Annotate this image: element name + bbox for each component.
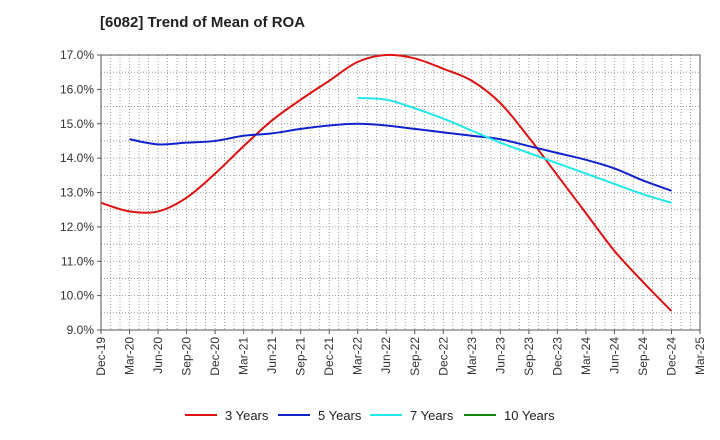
x-tick-label: Jun-21 [265, 337, 279, 374]
x-tick-label: Mar-25 [693, 337, 707, 375]
y-tick-label: 15.0% [60, 117, 94, 131]
x-tick-label: Mar-20 [123, 337, 137, 375]
x-tick-label: Jun-24 [607, 337, 621, 374]
axis-labels: 9.0% 10.0% 11.0% 12.0% 13.0% 14.0% 15.0% 16.0% 1… [60, 48, 707, 376]
y-tick-label: 14.0% [60, 151, 94, 165]
x-tick-label: Jun-20 [151, 337, 165, 374]
x-tick-label: Dec-20 [208, 337, 222, 376]
x-tick-label: Dec-24 [664, 337, 678, 376]
legend-label: 5 Years [318, 408, 362, 423]
series-line-5-years [129, 122, 672, 192]
series-line-3-years [100, 53, 673, 312]
legend-label: 7 Years [410, 408, 454, 423]
grid [101, 54, 700, 330]
x-tick-label: Dec-22 [436, 337, 450, 376]
series-line-7-years [357, 96, 672, 204]
x-tick-label: Mar-21 [237, 337, 251, 375]
x-tick-label: Dec-21 [322, 337, 336, 376]
plot-frame [100, 54, 701, 331]
y-tick-label: 9.0% [67, 323, 95, 337]
legend-label: 10 Years [504, 408, 555, 423]
x-tick-label: Jun-23 [493, 337, 507, 374]
x-tick-label: Sep-20 [180, 337, 194, 376]
x-tick-label: Mar-23 [465, 337, 479, 375]
x-tick-label: Mar-24 [579, 337, 593, 375]
x-tick-label: Sep-24 [636, 337, 650, 376]
x-tick-label: Mar-22 [351, 337, 365, 375]
chart-title: [6082] Trend of Mean of ROA [100, 14, 306, 31]
x-tick-label: Sep-23 [522, 337, 536, 376]
y-tick-label: 12.0% [60, 220, 94, 234]
x-tick-label: Jun-22 [379, 337, 393, 374]
x-tick-label: Dec-19 [94, 337, 108, 376]
x-tick-label: Sep-21 [294, 337, 308, 376]
legend-label: 3 Years [225, 408, 269, 423]
series-lines [100, 53, 673, 312]
y-tick-label: 10.0% [60, 289, 94, 303]
y-tick-label: 13.0% [60, 186, 94, 200]
y-tick-label: 11.0% [61, 254, 94, 268]
legend: 3 Years 5 Years 7 Years 10 Years [185, 408, 555, 423]
y-tick-label: 17.0% [60, 48, 94, 62]
x-tick-label: Dec-23 [550, 337, 564, 376]
x-tick-label: Sep-22 [408, 337, 422, 376]
y-tick-label: 16.0% [60, 82, 94, 96]
